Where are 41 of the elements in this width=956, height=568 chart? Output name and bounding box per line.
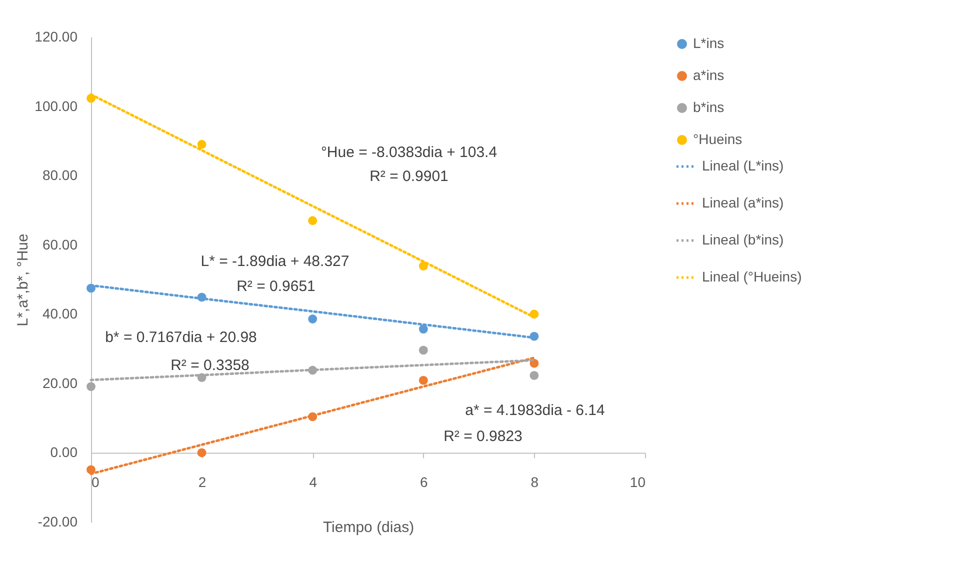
annotation: R² = 0.9823: [444, 428, 522, 445]
point: [418, 346, 428, 355]
annotation: R² = 0.9651: [236, 278, 316, 295]
legend-label: Lineal (L*ins): [702, 158, 784, 174]
legend-label: Lineal (b*ins): [702, 232, 784, 248]
legend-label: b*ins: [693, 99, 724, 115]
y-tick-label: 40.00: [42, 306, 78, 322]
annotation: R² = 0.3358: [170, 357, 250, 374]
legend-label: Lineal (°Hueins): [702, 268, 802, 284]
y-tick-label: 80.00: [42, 167, 78, 184]
y-tick-label: -20.00: [38, 514, 78, 530]
point: [197, 140, 206, 149]
legend-label: L*ins: [693, 35, 724, 51]
point: [86, 382, 96, 392]
point: [308, 216, 318, 226]
legend-label: °Hueins: [693, 131, 742, 147]
y-axis-title: L*,a*,b*, °Hue: [14, 234, 32, 326]
point: [308, 314, 318, 324]
annotation: R² = 0.9901: [370, 168, 448, 185]
y-tick-label: 20.00: [42, 374, 78, 391]
legend-label: a*ins: [693, 67, 724, 83]
annotation: °Hue = -8.0383dia + 103.4: [320, 144, 498, 161]
annotation: L* = -1.89dia + 48.327: [200, 253, 350, 270]
annotation: b* = 0.7167dia + 20.98: [105, 329, 257, 346]
y-tick-label: 0.00: [50, 444, 78, 460]
x-tick-label: 8: [530, 474, 539, 490]
y-tick-label: 100.00: [34, 98, 78, 114]
point: [197, 448, 206, 458]
x-tick-label: 4: [309, 474, 318, 490]
point: [418, 324, 428, 334]
x-tick-label: 6: [420, 474, 428, 490]
legend-label: Lineal (a*ins): [702, 194, 784, 210]
x-tick-label: 0: [92, 474, 100, 490]
point: [418, 376, 428, 385]
y-tick-label: 120.00: [34, 28, 78, 44]
x-tick-label: 2: [198, 474, 206, 490]
x-axis-title: Tiempo (dias): [322, 519, 414, 536]
y-tick-label: 60.00: [42, 236, 78, 252]
x-tick-label: 10: [630, 474, 646, 490]
annotation: a* = 4.1983dia - 6.14: [465, 402, 605, 419]
point: [530, 371, 539, 380]
